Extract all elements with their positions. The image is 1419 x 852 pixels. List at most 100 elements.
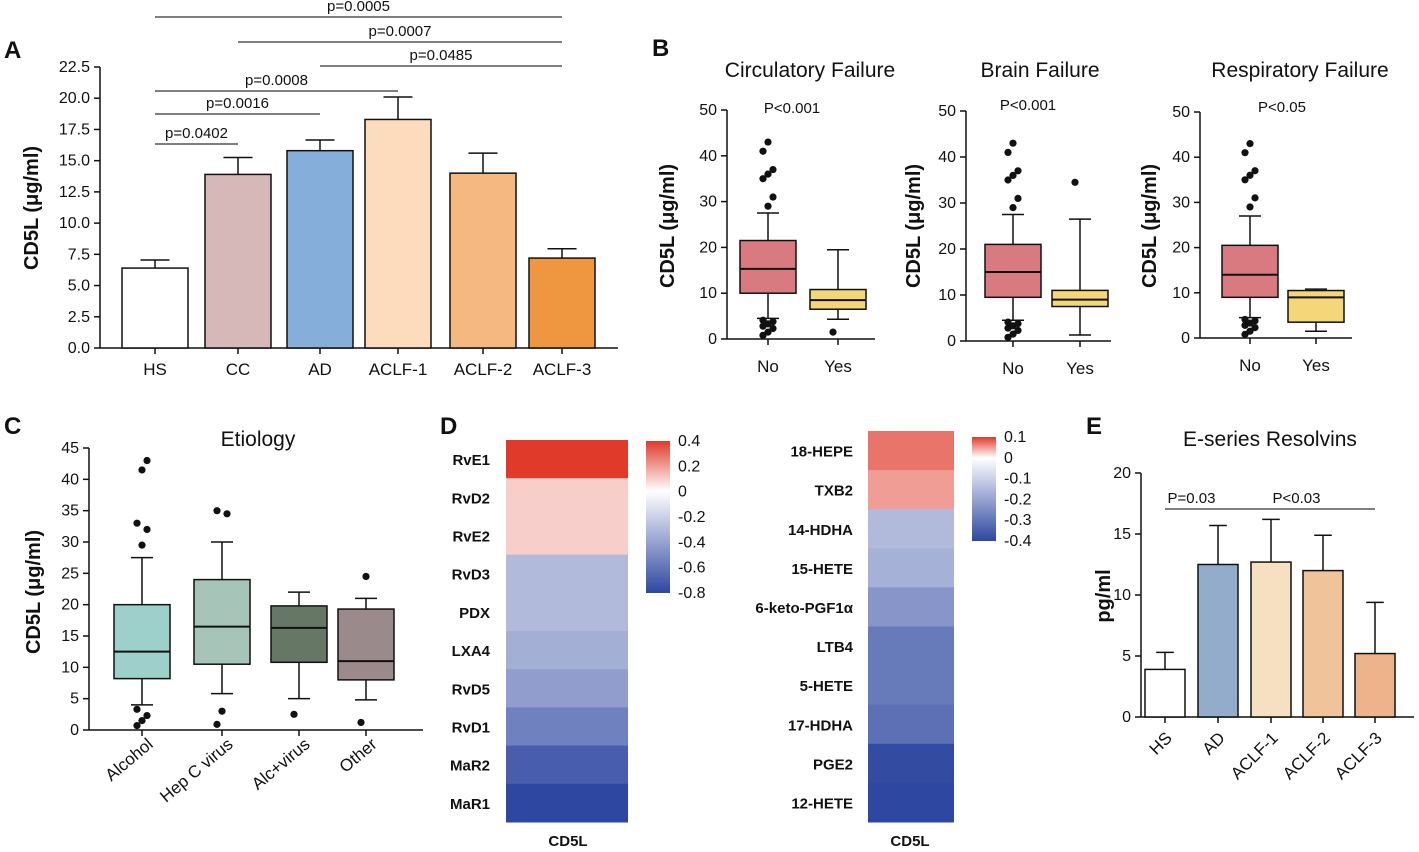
outlier-point — [764, 202, 772, 210]
heatmap-cell-rvd2 — [506, 478, 628, 517]
heatmap-row-label: 18-HEPE — [790, 444, 853, 461]
y-tick-label: 12.5 — [59, 184, 90, 201]
panel-label-b: B — [652, 35, 669, 62]
heatmap-row-label: 15-HETE — [791, 561, 853, 578]
chart-title: Respiratory Failure — [1211, 59, 1388, 82]
outlier-point — [1071, 178, 1079, 186]
outlier-point — [1251, 194, 1259, 202]
colorbar — [646, 441, 670, 593]
panel-b: B Circulatory Failure P<0.001 CD5L (μg/m… — [652, 35, 1389, 378]
y-tick-label: 10 — [1113, 587, 1131, 604]
x-category-label: HS — [143, 360, 167, 379]
x-category-label: AD — [308, 360, 332, 379]
significance-label: p=0.0016 — [206, 95, 269, 112]
box-hep-c-virus — [193, 578, 251, 665]
outlier-point — [1246, 140, 1254, 148]
heatmap-cell-mar1 — [506, 783, 628, 823]
y-tick-label: 17.5 — [59, 121, 90, 138]
box-no — [984, 243, 1042, 299]
y-tick-label: 5 — [70, 691, 79, 708]
y-tick-label: 0 — [708, 331, 717, 348]
y-axis-label: CD5L (μg/ml) — [21, 146, 43, 270]
outlier-point — [223, 510, 231, 518]
y-tick-label: 15.0 — [59, 153, 90, 170]
bar-aclf-1 — [364, 118, 432, 349]
y-tick-label: 50 — [1172, 104, 1190, 121]
panel-c-chart: 0 5 10 15 20 25 30 35 40 45 Alcohol Hep C virus Alc+… — [61, 440, 423, 806]
bar-cc — [204, 173, 272, 349]
outlier-point — [362, 572, 370, 581]
outlier-point — [143, 711, 151, 720]
outlier-point — [1251, 167, 1259, 175]
y-tick-label: 0 — [947, 333, 956, 350]
panel-b-respiratory: Respiratory Failure P<0.05 CD5L (μg/ml) … — [1139, 59, 1389, 375]
y-tick-label: 7.5 — [68, 246, 90, 263]
x-category-label: Alcohol — [102, 735, 157, 785]
heatmap-cell-pge2 — [868, 743, 954, 784]
panel-c: C Etiology CD5L (μg/ml) 0 5 10 15 20 25 30 35 40… — [4, 413, 423, 806]
box-other — [337, 608, 395, 681]
x-category-label: AD — [1199, 728, 1229, 758]
bar-aclf-3 — [528, 257, 596, 349]
outlier-point — [1251, 317, 1259, 325]
box-alc-virus — [270, 605, 328, 664]
x-category-label: ACLF-3 — [1331, 728, 1386, 783]
colorbar-tick-label: -0.2 — [1004, 491, 1032, 508]
y-tick-label: 20 — [938, 241, 956, 258]
chart-title: E-series Resolvins — [1183, 428, 1357, 451]
colorbar-tick-label: -0.6 — [678, 560, 706, 577]
heatmap-row-label: MaR2 — [450, 758, 490, 775]
significance-label: p=0.0007 — [369, 23, 432, 40]
outlier-point — [1014, 319, 1022, 328]
panel-a: A CD5L (μg/ml) 0.0 2.5 5.0 7.5 10.0 12.5 15.0 1… — [4, 0, 618, 379]
panel-d-heatmap-1: CD5L RvE1 RvD2 RvE2 RvD3 PDX LXA4 RvD5 RvD1 MaR2… — [450, 433, 706, 850]
heatmap-row-label: RvD5 — [452, 681, 490, 698]
colorbar-tick-label: -0.4 — [1004, 533, 1032, 550]
y-tick-label: 10 — [938, 287, 956, 304]
panel-label-a: A — [4, 37, 21, 64]
outlier-point — [1009, 171, 1017, 179]
colorbar-tick-label: 0.2 — [678, 458, 700, 475]
significance-label: p=0.0005 — [327, 0, 390, 15]
outlier-point — [1014, 167, 1022, 175]
box-no — [1221, 244, 1279, 299]
y-tick-label: 10 — [699, 285, 717, 302]
outlier-point — [357, 718, 365, 727]
panel-d-heatmap-2: CD5L 18-HEPE TXB2 14-HDHA 15-HETE 6-keto-PGF… — [755, 429, 1031, 850]
x-category-label: Yes — [1066, 359, 1094, 378]
x-category-label: Hep C virus — [156, 735, 236, 807]
outlier-point — [133, 519, 141, 527]
panel-b-circulatory-chart: 0 10 20 30 40 50 No Yes — [699, 102, 875, 376]
heatmap-row-label: 5-HETE — [800, 678, 853, 695]
outlier-point — [213, 720, 221, 728]
y-tick-label: 22.5 — [59, 59, 90, 76]
outlier-point — [1251, 324, 1259, 332]
p-value-annotation: P<0.001 — [1000, 97, 1056, 114]
heatmap-cell-12-hete — [868, 782, 954, 823]
heatmap-row-label: PDX — [459, 605, 490, 622]
bar-aclf-1 — [1250, 561, 1292, 718]
outlier-point — [1009, 204, 1017, 212]
outlier-point — [143, 456, 151, 465]
heatmap-row-label: RvD2 — [452, 490, 490, 507]
colorbar-tick-label: -0.4 — [678, 534, 706, 551]
heatmap-cell-ltb4 — [868, 626, 954, 667]
outlier-point — [759, 175, 767, 183]
y-tick-label: 40 — [61, 471, 79, 488]
bar-ad — [1197, 563, 1239, 718]
y-tick-label: 10 — [61, 659, 79, 676]
outlier-point — [133, 705, 141, 713]
heatmap-cell-pdx — [506, 592, 628, 632]
heatmap-row-label: RvE2 — [452, 529, 490, 546]
colorbar-tick-label: 0 — [1004, 450, 1013, 467]
x-category-label: Yes — [1302, 356, 1330, 375]
heatmap-row-label: LXA4 — [452, 643, 491, 660]
significance-label: p=0.0485 — [410, 47, 473, 64]
x-category-label: ACLF-1 — [1227, 728, 1282, 783]
chart-title: Etiology — [221, 428, 296, 451]
significance-label: P<0.03 — [1273, 490, 1321, 507]
outlier-point — [769, 165, 777, 174]
heatmap-cell-18-hepe — [868, 431, 954, 471]
